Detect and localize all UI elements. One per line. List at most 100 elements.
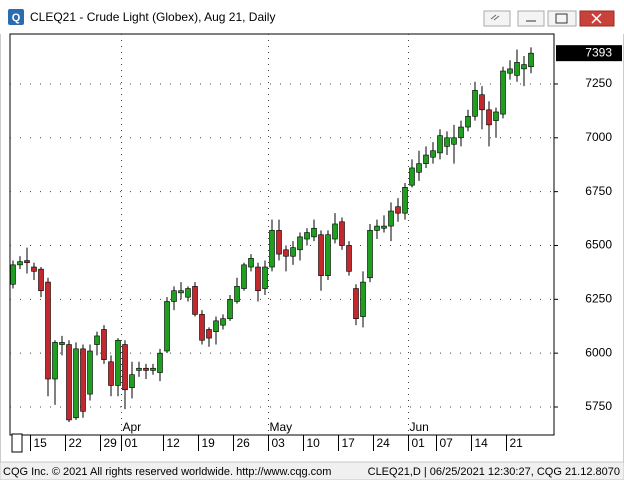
candle-body (241, 264, 247, 289)
candle-body (164, 301, 170, 352)
candle-body (360, 281, 366, 317)
x-tick-label: 01 (412, 436, 426, 450)
restore-button[interactable] (547, 10, 577, 27)
candle-body (38, 268, 44, 292)
candle-body (486, 109, 492, 126)
candle-body (262, 266, 268, 289)
last-price-box (556, 45, 622, 62)
candle-body (150, 367, 156, 371)
candle-body (479, 94, 485, 111)
candle-body (227, 299, 233, 320)
candle-body (423, 154, 429, 164)
candle-body (171, 290, 177, 302)
candle-body (206, 329, 212, 339)
x-tick-label: 03 (272, 436, 286, 450)
month-label: May (270, 420, 293, 434)
status-bar (0, 461, 624, 480)
y-tick-label: 6500 (585, 238, 612, 252)
x-tick-label: 07 (440, 436, 454, 450)
y-tick-label: 7250 (585, 76, 612, 90)
candle-body (192, 286, 198, 315)
app-icon (8, 9, 24, 25)
candle-body (66, 344, 72, 421)
candle-body (388, 210, 394, 227)
y-tick-label: 6250 (585, 291, 612, 305)
x-tick-label: 01 (125, 436, 139, 450)
app-icon-glyph: Q (12, 12, 21, 24)
candle-body (220, 318, 226, 326)
window-title: CLEQ21 - Crude Light (Globex), Aug 21, D… (30, 10, 275, 24)
x-tick-label: 26 (237, 436, 251, 450)
y-tick-label: 5750 (585, 399, 612, 413)
candle-body (136, 367, 142, 371)
candle-body (108, 361, 114, 386)
candle-body (115, 339, 121, 386)
candle-body (80, 348, 86, 412)
candle-body (521, 64, 527, 70)
candle-body (276, 230, 282, 255)
candle-body (94, 335, 100, 345)
candle-body (500, 70, 506, 115)
x-tick-label: 21 (510, 436, 524, 450)
link-button[interactable] (483, 10, 511, 27)
candle-body (143, 367, 149, 371)
candle-body (437, 135, 443, 154)
candle-body (465, 115, 471, 128)
candle-body (234, 286, 240, 302)
candle-body (472, 90, 478, 117)
x-tick-label: 10 (307, 436, 321, 450)
candle-body (332, 223, 338, 240)
candle-body (381, 225, 387, 229)
candle-body (73, 348, 79, 419)
candle-body (367, 230, 373, 279)
candle-body (24, 260, 30, 264)
candle-body (178, 290, 184, 294)
candle-body (353, 288, 359, 320)
candle-body (416, 163, 422, 173)
minimize-button[interactable] (517, 10, 545, 27)
candle-body (493, 111, 499, 121)
candle-body (318, 234, 324, 276)
x-tick-label: 15 (34, 436, 48, 450)
scroll-thumb[interactable] (11, 433, 23, 453)
candle-body (213, 320, 219, 332)
candle-body (101, 329, 107, 360)
close-glyph (591, 13, 602, 24)
candle-body (255, 266, 261, 292)
footer-right: CLEQ21,D | 06/25/2021 12:30:27, CQG 21.1… (368, 466, 620, 478)
candle-body (444, 137, 450, 147)
month-label: Apr (123, 420, 142, 434)
candle-body (297, 236, 303, 251)
candle-body (325, 234, 331, 276)
candle-body (10, 264, 16, 285)
candle-body (514, 62, 520, 76)
candle-body (507, 68, 513, 74)
candle-body (283, 249, 289, 257)
y-tick-label: 6750 (585, 184, 612, 198)
candle-body (122, 344, 128, 391)
candle-body (52, 342, 58, 380)
x-tick-label: 19 (202, 436, 216, 450)
candle-body (458, 126, 464, 139)
candle-body (17, 261, 23, 266)
x-tick-label: 14 (475, 436, 489, 450)
footer-left: CQG Inc. © 2021 All rights reserved worl… (3, 466, 331, 478)
x-tick-label: 17 (342, 436, 356, 450)
candle-body (290, 247, 296, 257)
candle-body (339, 221, 345, 246)
candle-body (395, 206, 401, 214)
x-tick-label: 22 (69, 436, 83, 450)
y-tick-label: 6000 (585, 345, 612, 359)
x-tick-label: 29 (104, 436, 118, 450)
candle-body (374, 225, 380, 231)
last-price-label: 7393 (585, 45, 612, 59)
link-glyph (490, 14, 500, 21)
candle-body (45, 281, 51, 380)
candle-body (87, 350, 93, 395)
candle-body (157, 352, 163, 373)
candle-body (59, 342, 65, 345)
candle-body (304, 232, 310, 240)
candle-body (129, 374, 135, 388)
